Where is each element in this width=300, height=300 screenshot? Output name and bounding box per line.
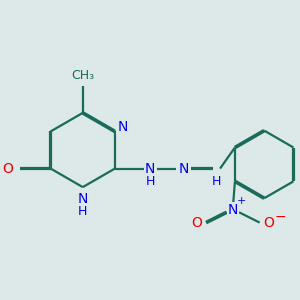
Text: O: O [3, 162, 13, 176]
Text: N: N [228, 203, 238, 217]
Text: H: H [78, 205, 88, 218]
Text: N: N [145, 162, 155, 176]
Text: N: N [78, 192, 88, 206]
Text: +: + [237, 196, 247, 206]
Text: N: N [178, 162, 189, 176]
Text: O: O [263, 216, 274, 230]
Text: CH₃: CH₃ [71, 69, 94, 82]
Text: H: H [145, 175, 155, 188]
Text: H: H [212, 175, 221, 188]
Text: O: O [191, 216, 203, 230]
Text: N: N [117, 120, 128, 134]
Text: −: − [274, 209, 286, 224]
